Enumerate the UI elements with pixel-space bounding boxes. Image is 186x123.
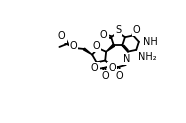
Text: O: O: [100, 30, 108, 39]
Polygon shape: [83, 48, 92, 55]
Text: O: O: [133, 25, 140, 35]
Text: O: O: [70, 41, 77, 51]
Text: O: O: [116, 71, 124, 81]
Text: NH: NH: [143, 37, 157, 47]
Text: S: S: [115, 25, 121, 35]
Text: NH₂: NH₂: [138, 52, 156, 62]
Text: O: O: [93, 41, 100, 51]
Text: O: O: [102, 71, 109, 81]
Text: O: O: [108, 63, 116, 73]
Polygon shape: [106, 44, 115, 52]
Text: O: O: [58, 31, 65, 41]
Text: N: N: [123, 54, 131, 64]
Text: O: O: [91, 63, 99, 73]
